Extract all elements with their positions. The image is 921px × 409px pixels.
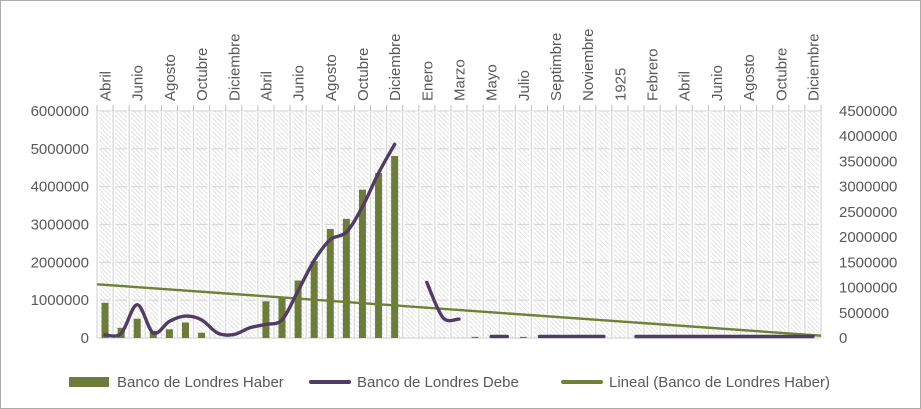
bar [342, 218, 350, 338]
svg-text:Marzo: Marzo [452, 59, 469, 101]
svg-text:1925: 1925 [612, 68, 629, 101]
svg-text:Noviembre: Noviembre [580, 28, 597, 101]
top-axis-labels: Abril Junio Agosto Octubre Diciembre Abril Jun… [98, 28, 823, 101]
svg-text:Febrero: Febrero [645, 48, 662, 101]
svg-text:2500000: 2500000 [839, 204, 897, 221]
trendline [96, 283, 822, 337]
svg-text:0: 0 [81, 330, 89, 347]
bar [133, 318, 141, 338]
svg-text:Diciembre: Diciembre [387, 33, 404, 101]
svg-text:2000000: 2000000 [31, 254, 89, 271]
legend-label-haber: Banco de Londres Haber [117, 373, 284, 391]
bar [519, 336, 527, 338]
svg-text:Junio: Junio [709, 65, 726, 101]
bar [198, 332, 206, 338]
bar [165, 329, 173, 338]
line-segment [103, 142, 397, 338]
legend-label-lineal: Lineal (Banco de Londres Haber) [609, 373, 830, 391]
legend-swatch-debe-icon [309, 380, 351, 384]
svg-text:4500000: 4500000 [839, 103, 897, 120]
bar [471, 336, 479, 338]
svg-text:0: 0 [839, 330, 847, 347]
svg-text:5000000: 5000000 [31, 141, 89, 158]
svg-text:4000000: 4000000 [839, 128, 897, 145]
svg-text:500000: 500000 [839, 305, 889, 322]
svg-text:Agosto: Agosto [741, 54, 758, 101]
svg-text:3500000: 3500000 [839, 153, 897, 170]
legend-item-haber: Banco de Londres Haber [69, 367, 284, 397]
svg-text:Octubre: Octubre [194, 48, 211, 101]
svg-text:Agosto: Agosto [162, 54, 179, 101]
svg-text:Abril: Abril [677, 71, 694, 101]
svg-text:6000000: 6000000 [31, 103, 89, 120]
svg-text:1000000: 1000000 [31, 292, 89, 309]
bar [181, 322, 189, 338]
legend-swatch-lineal-icon [561, 380, 603, 384]
svg-text:2000000: 2000000 [839, 229, 897, 246]
line-segment [425, 280, 461, 323]
bar [326, 229, 334, 338]
svg-text:Abril: Abril [258, 71, 275, 101]
chart-legend: Banco de Londres Haber Banco de Londres … [1, 367, 920, 403]
legend-item-lineal: Lineal (Banco de Londres Haber) [561, 367, 830, 397]
bar [391, 156, 399, 338]
svg-text:1000000: 1000000 [839, 280, 897, 297]
svg-text:Diciembre: Diciembre [805, 33, 822, 101]
bar [262, 301, 270, 338]
svg-text:1500000: 1500000 [839, 254, 897, 271]
svg-text:Abril: Abril [98, 71, 115, 101]
svg-text:Julio: Julio [516, 70, 533, 101]
svg-text:Mayo: Mayo [484, 64, 501, 101]
svg-text:Diciembre: Diciembre [226, 33, 243, 101]
bar [358, 189, 366, 338]
bar [101, 302, 109, 338]
legend-item-debe: Banco de Londres Debe [309, 367, 519, 397]
right-axis-labels: 4500000 4000000 3500000 3000000 2500000 20000… [839, 103, 897, 347]
legend-label-debe: Banco de Londres Debe [357, 373, 519, 391]
svg-text:Octubre: Octubre [355, 48, 372, 101]
svg-text:Junio: Junio [130, 65, 147, 101]
svg-text:Octubre: Octubre [773, 48, 790, 101]
svg-text:Septimbre: Septimbre [548, 33, 565, 101]
line-series-debe [103, 142, 815, 339]
bar [294, 280, 302, 338]
svg-text:3000000: 3000000 [839, 179, 897, 196]
svg-text:Junio: Junio [291, 65, 308, 101]
bar [375, 173, 383, 338]
svg-text:4000000: 4000000 [31, 179, 89, 196]
svg-text:Agosto: Agosto [323, 54, 340, 101]
legend-swatch-haber-icon [69, 377, 109, 387]
left-axis-labels: 6000000 5000000 4000000 3000000 2000000 10000… [31, 103, 89, 347]
svg-text:3000000: 3000000 [31, 217, 89, 234]
svg-text:Enero: Enero [419, 61, 436, 101]
